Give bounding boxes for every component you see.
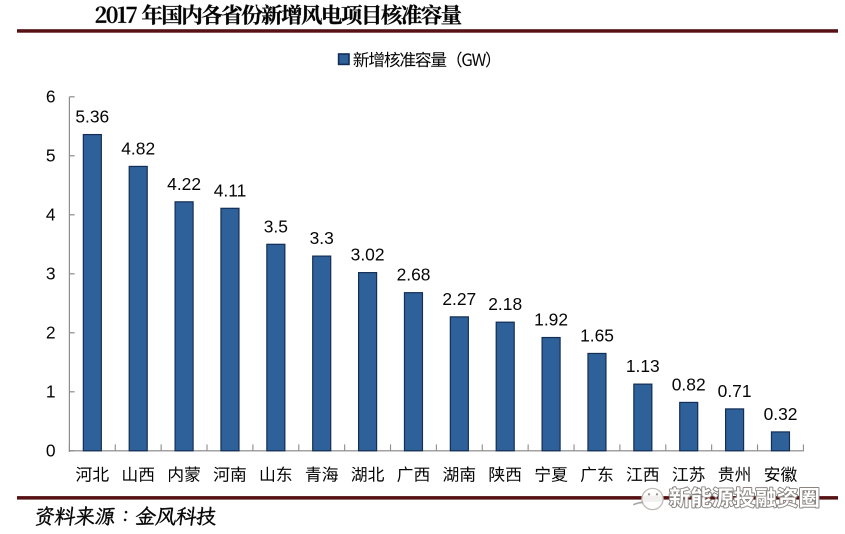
svg-text:0.82: 0.82 xyxy=(672,374,706,394)
svg-text:3: 3 xyxy=(46,264,56,284)
svg-text:4.22: 4.22 xyxy=(167,174,201,194)
svg-text:3.3: 3.3 xyxy=(310,228,334,248)
svg-text:1.65: 1.65 xyxy=(580,326,614,346)
svg-text:2: 2 xyxy=(46,323,56,343)
svg-text:1.92: 1.92 xyxy=(534,310,568,330)
svg-text:2.27: 2.27 xyxy=(442,289,476,309)
svg-text:2.18: 2.18 xyxy=(488,294,522,314)
svg-text:5: 5 xyxy=(46,146,56,166)
svg-text:3.5: 3.5 xyxy=(264,216,288,236)
svg-text:4.11: 4.11 xyxy=(214,180,247,200)
svg-text:1.13: 1.13 xyxy=(626,356,660,376)
svg-text:2.68: 2.68 xyxy=(397,265,431,285)
svg-text:4.82: 4.82 xyxy=(121,138,155,158)
svg-text:4: 4 xyxy=(46,205,56,225)
svg-text:0.71: 0.71 xyxy=(718,381,752,401)
svg-text:5.36: 5.36 xyxy=(75,107,109,127)
svg-text:6: 6 xyxy=(46,87,56,107)
svg-text:0: 0 xyxy=(46,441,56,461)
svg-text:1: 1 xyxy=(46,382,56,402)
svg-text:0.32: 0.32 xyxy=(764,404,798,424)
svg-text:3.02: 3.02 xyxy=(351,245,385,265)
